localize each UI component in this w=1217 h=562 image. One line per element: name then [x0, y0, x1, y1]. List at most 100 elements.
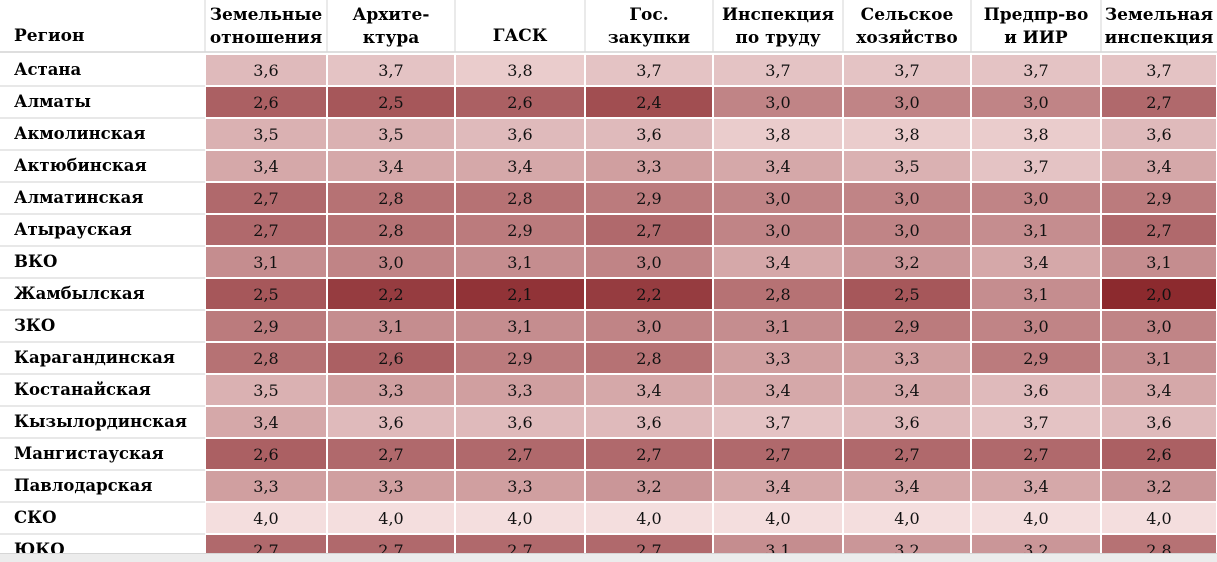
cell-value: 3,3	[765, 349, 790, 368]
cell-value: 3,0	[636, 317, 661, 336]
heatmap-cell	[971, 310, 1101, 342]
heatmap-cell	[455, 470, 585, 502]
heatmap-cell	[205, 86, 327, 118]
column-header-label: Земельная	[1105, 5, 1213, 25]
cell-value: 3,3	[636, 157, 661, 176]
cell-value: 3,0	[1023, 189, 1048, 208]
heatmap-cell	[455, 374, 585, 406]
cell-value: 2,7	[894, 445, 919, 464]
row-label: Павлодарская	[14, 476, 152, 495]
cell-value: 3,2	[1023, 541, 1048, 553]
column-header-label: закупки	[608, 28, 691, 48]
heatmap-cell	[327, 278, 455, 310]
cell-value: 3,6	[636, 413, 661, 432]
column-header-label: отношения	[210, 28, 322, 48]
cell-value: 3,6	[1146, 125, 1171, 144]
heatmap-cell	[843, 534, 971, 553]
cell-value: 3,4	[507, 157, 532, 176]
heatmap-cell	[843, 374, 971, 406]
heatmap-cell	[971, 502, 1101, 534]
row-label: ЮКО	[14, 540, 65, 553]
cell-value: 3,8	[765, 125, 790, 144]
cell-value: 3,2	[894, 541, 919, 553]
heatmap-cell	[327, 182, 455, 214]
heatmap-cell	[205, 342, 327, 374]
heatmap-cell	[455, 310, 585, 342]
heatmap-cell	[1101, 150, 1217, 182]
cell-value: 3,1	[1146, 253, 1171, 272]
cell-value: 3,4	[1146, 157, 1171, 176]
heatmap-cell	[713, 342, 843, 374]
row-label: Жамбылская	[14, 284, 145, 303]
cell-value: 2,6	[1146, 445, 1171, 464]
cell-value: 3,6	[636, 125, 661, 144]
heatmap-cell	[971, 374, 1101, 406]
cell-value: 3,3	[507, 477, 532, 496]
cell-value: 3,6	[378, 413, 403, 432]
heatmap-cell	[713, 54, 843, 86]
cell-value: 3,0	[894, 221, 919, 240]
cell-value: 3,3	[378, 477, 403, 496]
cell-value: 2,8	[765, 285, 790, 304]
heatmap-cell	[327, 150, 455, 182]
cell-value: 3,4	[894, 477, 919, 496]
heatmap-cell	[585, 118, 713, 150]
cell-value: 3,1	[507, 317, 532, 336]
heatmap-cell	[205, 150, 327, 182]
heatmap-cell	[713, 86, 843, 118]
heatmap-cell	[971, 86, 1101, 118]
cell-value: 2,9	[253, 317, 278, 336]
cell-value: 3,6	[1023, 381, 1048, 400]
cell-value: 3,1	[507, 253, 532, 272]
cell-value: 3,6	[507, 413, 532, 432]
heatmap-cell	[713, 502, 843, 534]
cell-value: 2,6	[253, 445, 278, 464]
row-label: СКО	[14, 508, 57, 527]
row-label: Алматы	[14, 92, 91, 111]
cell-value: 3,7	[765, 61, 790, 80]
cell-value: 3,7	[1023, 413, 1048, 432]
cell-value: 3,4	[765, 381, 790, 400]
cell-value: 3,2	[894, 253, 919, 272]
cell-value: 2,7	[253, 189, 278, 208]
heatmap-cell	[205, 182, 327, 214]
heatmap-cell	[585, 470, 713, 502]
heatmap-cell	[713, 470, 843, 502]
cell-value: 3,8	[894, 125, 919, 144]
heatmap-cell	[713, 374, 843, 406]
row-label: Атырауская	[14, 220, 132, 239]
cell-value: 3,2	[636, 477, 661, 496]
cell-value: 4,0	[253, 509, 278, 528]
row-label: Кызылординская	[14, 412, 187, 431]
row-label: Костанайская	[14, 380, 151, 399]
cell-value: 3,3	[507, 381, 532, 400]
horizontal-scrollbar[interactable]	[0, 553, 1217, 562]
cell-value: 2,7	[1023, 445, 1048, 464]
heatmap-cell	[327, 406, 455, 438]
heatmap-cell	[455, 534, 585, 553]
heatmap-cell	[585, 310, 713, 342]
cell-value: 2,9	[894, 317, 919, 336]
cell-value: 3,6	[894, 413, 919, 432]
cell-value: 3,4	[253, 157, 278, 176]
heatmap-cell	[971, 406, 1101, 438]
cell-value: 3,1	[1146, 349, 1171, 368]
column-header-label: Гос.	[629, 5, 668, 25]
heatmap-cell	[971, 246, 1101, 278]
heatmap-cell	[843, 342, 971, 374]
heatmap-cell	[455, 342, 585, 374]
heatmap-cell	[205, 214, 327, 246]
cell-value: 3,4	[1023, 477, 1048, 496]
cell-value: 2,7	[378, 541, 403, 553]
heatmap-cell	[1101, 118, 1217, 150]
heatmap-cell	[455, 406, 585, 438]
cell-value: 3,0	[378, 253, 403, 272]
row-label: ЗКО	[14, 316, 55, 335]
cell-value: 3,4	[765, 477, 790, 496]
heatmap-cell	[971, 54, 1101, 86]
heatmap-cell	[585, 374, 713, 406]
cell-value: 2,6	[378, 349, 403, 368]
heatmap-cell	[843, 470, 971, 502]
cell-value: 3,6	[1146, 413, 1171, 432]
cell-value: 4,0	[378, 509, 403, 528]
